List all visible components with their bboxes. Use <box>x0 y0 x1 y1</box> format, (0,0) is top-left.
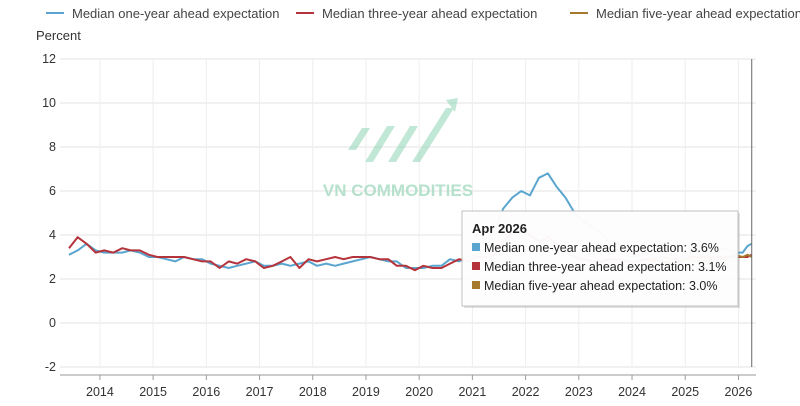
y-tick-label: 4 <box>49 228 56 242</box>
tooltip-item-1: Median one-year ahead expectation: 3.6% <box>484 241 719 255</box>
axes: -2 0 2 4 6 8 10 12 2014 2015 2016 2017 2018 2019 2020 2… <box>42 52 756 399</box>
watermark-logo-icon <box>348 98 458 162</box>
legend-label-3[interactable]: Median five-year ahead expectation <box>596 6 800 21</box>
tooltip-swatch-1 <box>472 243 480 251</box>
tooltip-item-2: Median three-year ahead expectation: 3.1… <box>484 260 727 274</box>
legend: Median one-year ahead expectation Median … <box>46 6 800 21</box>
x-tick-label: 2015 <box>139 385 167 399</box>
tooltip-box <box>461 210 739 307</box>
y-tick-label: -2 <box>45 360 56 374</box>
watermark-text: VN COMMODITIES <box>323 181 473 200</box>
y-tick-label: 12 <box>42 52 56 66</box>
y-tick-label: 6 <box>49 184 56 198</box>
y-tick-label: 8 <box>49 140 56 154</box>
y-tick-label: 2 <box>49 272 56 286</box>
x-tick-label: 2016 <box>192 385 220 399</box>
x-tick-label: 2022 <box>512 385 540 399</box>
x-tick-label: 2017 <box>246 385 274 399</box>
legend-label-1[interactable]: Median one-year ahead expectation <box>72 6 279 21</box>
x-tick-label: 2014 <box>86 385 114 399</box>
x-tick-label: 2025 <box>671 385 699 399</box>
x-tick-label: 2024 <box>618 385 646 399</box>
tooltip-title: Apr 2026 <box>472 221 527 236</box>
y-tick-label: 10 <box>42 96 56 110</box>
x-tick-label: 2026 <box>725 385 753 399</box>
tooltip-swatch-3 <box>472 281 480 289</box>
x-tick-label: 2023 <box>565 385 593 399</box>
tooltip-item-3: Median five-year ahead expectation: 3.0% <box>484 279 717 293</box>
watermark: VN COMMODITIES <box>323 98 473 200</box>
legend-label-2[interactable]: Median three-year ahead expectation <box>322 6 537 21</box>
x-tick-label: 2018 <box>299 385 327 399</box>
y-axis-title: Percent <box>36 28 81 43</box>
y-tick-label: 0 <box>49 316 56 330</box>
x-tick-label: 2021 <box>458 385 486 399</box>
x-tick-label: 2019 <box>352 385 380 399</box>
tooltip: Apr 2026 Median one-year ahead expectatio… <box>461 210 740 308</box>
tooltip-swatch-2 <box>472 262 480 270</box>
x-tick-label: 2020 <box>405 385 433 399</box>
